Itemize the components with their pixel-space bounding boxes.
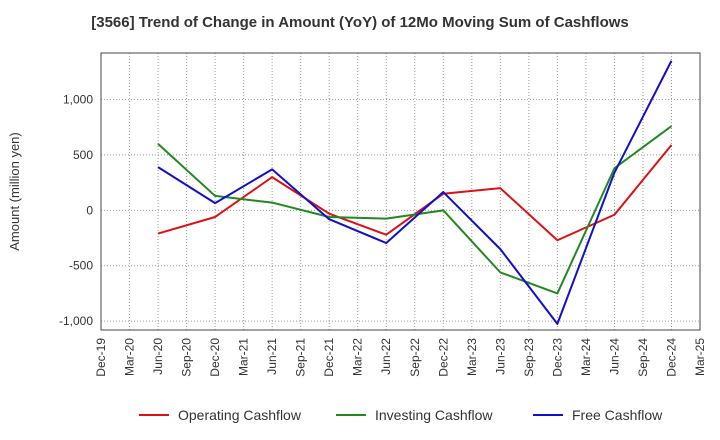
x-tick-label: Jun-21 (265, 338, 279, 375)
legend: Operating Cashflow Investing Cashflow Free… (139, 407, 663, 423)
y-tick-label: -1,000 (59, 314, 93, 328)
chart-title: [3566] Trend of Change in Amount (YoY) o… (91, 14, 629, 31)
plot-area (101, 53, 700, 330)
x-tick-label: Sep-20 (180, 338, 194, 377)
x-tick-label: Dec-21 (322, 338, 336, 377)
x-tick-label: Mar-21 (237, 338, 251, 376)
y-tick-label: -500 (69, 259, 93, 273)
x-tick-label: Sep-21 (294, 338, 308, 377)
x-tick-label: Jun-23 (493, 338, 507, 375)
x-tick-label: Mar-24 (579, 338, 593, 376)
series-line-free-cashflow (157, 60, 673, 325)
y-axis-title: Amount (million yen) (7, 132, 22, 251)
plot-border (100, 52, 701, 331)
legend-label: Free Cashflow (572, 407, 663, 423)
x-tick-label: Dec-19 (94, 338, 108, 377)
x-tick-label: Mar-25 (693, 338, 707, 376)
legend-label: Operating Cashflow (178, 407, 302, 423)
legend-label: Investing Cashflow (375, 407, 493, 423)
x-tick-label: Sep-23 (522, 338, 536, 377)
x-tick-label: Dec-22 (436, 338, 450, 377)
x-tick-label: Jun-24 (607, 338, 621, 375)
x-tick-label: Dec-20 (208, 338, 222, 377)
x-tick-label: Jun-22 (379, 338, 393, 375)
series-lines (157, 60, 673, 325)
x-tick-label: Jun-20 (151, 338, 165, 375)
axes: -1,000 -500 0 500 1,000 Dec-19 Mar-20 Jun-20 Sep… (7, 52, 707, 377)
x-tick-label: Dec-23 (550, 338, 564, 377)
x-tick-label: Sep-24 (636, 338, 650, 377)
x-tick-label: Mar-22 (351, 338, 365, 376)
x-tick-label: Dec-24 (664, 338, 678, 377)
y-tick-label: 500 (73, 148, 93, 162)
series-line-investing-cashflow (157, 125, 673, 295)
x-tick-label: Mar-20 (123, 338, 137, 376)
x-tick-label: Mar-23 (465, 338, 479, 376)
y-tick-label: 0 (86, 203, 93, 217)
x-tick-label: Sep-22 (408, 338, 422, 377)
y-tick-label: 1,000 (63, 93, 93, 107)
